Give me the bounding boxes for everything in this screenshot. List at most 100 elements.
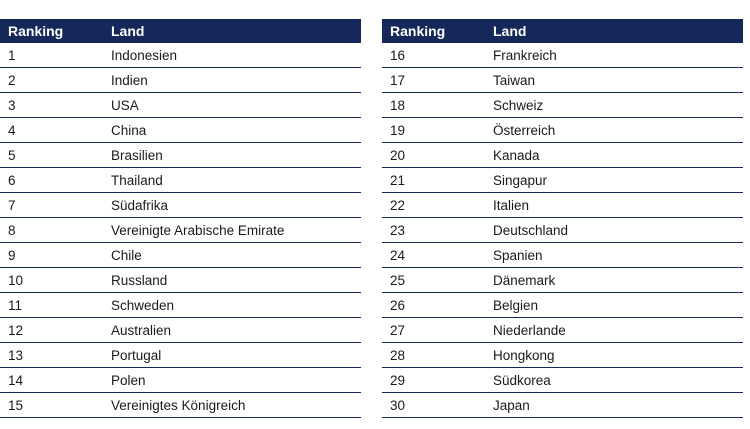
table-row: 29 Südkorea [382,367,743,393]
land-cell: USA [103,92,361,118]
table-row: 24 Spanien [382,242,743,268]
land-cell: Taiwan [485,67,743,93]
table-row: 17 Taiwan [382,67,743,93]
land-cell: Australien [103,317,361,343]
ranking-cell: 12 [0,317,103,343]
ranking-cell: 8 [0,217,103,243]
table-row: 23 Deutschland [382,217,743,243]
ranking-cell: 2 [0,67,103,93]
land-cell: Thailand [103,167,361,193]
land-cell: Vereinigtes Königreich [103,392,361,418]
ranking-cell: 29 [382,367,485,393]
ranking-cell: 28 [382,342,485,368]
land-cell: Vereinigte Arabische Emirate [103,217,361,243]
land-cell: Portugal [103,342,361,368]
table-row: 28 Hongkong [382,342,743,368]
table-row: 22 Italien [382,192,743,218]
land-cell: Schweiz [485,92,743,118]
ranking-cell: 7 [0,192,103,218]
land-cell: Indien [103,67,361,93]
table-row: 27 Niederlande [382,317,743,343]
table-row: 15 Vereinigtes Königreich [0,392,361,418]
ranking-cell: 17 [382,67,485,93]
land-cell: Österreich [485,117,743,143]
land-cell: Kanada [485,142,743,168]
ranking-cell: 27 [382,317,485,343]
table-row: 20 Kanada [382,142,743,168]
table-body-left: 1 Indonesien 2 Indien 3 USA 4 China 5 Brasilien 6 T… [0,43,361,418]
land-cell: Schweden [103,292,361,318]
ranking-cell: 30 [382,392,485,418]
ranking-cell: 14 [0,367,103,393]
table-row: 5 Brasilien [0,142,361,168]
table-row: 16 Frankreich [382,43,743,68]
header-land: Land [103,19,361,43]
table-row: 18 Schweiz [382,92,743,118]
table-row: 12 Australien [0,317,361,343]
table-row: 4 China [0,117,361,143]
table-row: 8 Vereinigte Arabische Emirate [0,217,361,243]
table-row: 13 Portugal [0,342,361,368]
land-cell: Belgien [485,292,743,318]
ranking-cell: 25 [382,267,485,293]
ranking-cell: 13 [0,342,103,368]
table-header-row: Ranking Land [382,19,743,43]
land-cell: Südafrika [103,192,361,218]
ranking-cell: 24 [382,242,485,268]
ranking-cell: 6 [0,167,103,193]
land-cell: Frankreich [485,43,743,68]
table-row: 6 Thailand [0,167,361,193]
table-row: 26 Belgien [382,292,743,318]
land-cell: Indonesien [103,43,361,68]
ranking-table-right: Ranking Land 16 Frankreich 17 Taiwan 18 Schwe… [382,19,743,418]
table-body-right: 16 Frankreich 17 Taiwan 18 Schweiz 19 Österreic… [382,43,743,418]
ranking-cell: 23 [382,217,485,243]
ranking-cell: 18 [382,92,485,118]
header-ranking: Ranking [0,19,103,43]
ranking-cell: 10 [0,267,103,293]
table-row: 19 Österreich [382,117,743,143]
land-cell: Singapur [485,167,743,193]
table-row: 21 Singapur [382,167,743,193]
ranking-cell: 5 [0,142,103,168]
table-row: 1 Indonesien [0,43,361,68]
table-row: 25 Dänemark [382,267,743,293]
table-row: 9 Chile [0,242,361,268]
ranking-cell: 3 [0,92,103,118]
land-cell: Spanien [485,242,743,268]
table-header-row: Ranking Land [0,19,361,43]
land-cell: Hongkong [485,342,743,368]
ranking-cell: 1 [0,43,103,68]
land-cell: Chile [103,242,361,268]
header-ranking: Ranking [382,19,485,43]
land-cell: Südkorea [485,367,743,393]
table-row: 10 Russland [0,267,361,293]
land-cell: Italien [485,192,743,218]
table-row: 2 Indien [0,67,361,93]
ranking-cell: 11 [0,292,103,318]
ranking-cell: 4 [0,117,103,143]
table-row: 11 Schweden [0,292,361,318]
land-cell: Brasilien [103,142,361,168]
ranking-cell: 19 [382,117,485,143]
table-row: 14 Polen [0,367,361,393]
header-land: Land [485,19,743,43]
land-cell: Deutschland [485,217,743,243]
land-cell: Dänemark [485,267,743,293]
land-cell: Polen [103,367,361,393]
table-row: 7 Südafrika [0,192,361,218]
ranking-cell: 16 [382,43,485,68]
ranking-cell: 21 [382,167,485,193]
table-row: 3 USA [0,92,361,118]
ranking-cell: 9 [0,242,103,268]
ranking-cell: 20 [382,142,485,168]
table-row: 30 Japan [382,392,743,418]
land-cell: China [103,117,361,143]
land-cell: Russland [103,267,361,293]
land-cell: Japan [485,392,743,418]
land-cell: Niederlande [485,317,743,343]
ranking-table-left: Ranking Land 1 Indonesien 2 Indien 3 USA 4 Chin… [0,19,361,418]
ranking-cell: 22 [382,192,485,218]
ranking-cell: 26 [382,292,485,318]
ranking-cell: 15 [0,392,103,418]
